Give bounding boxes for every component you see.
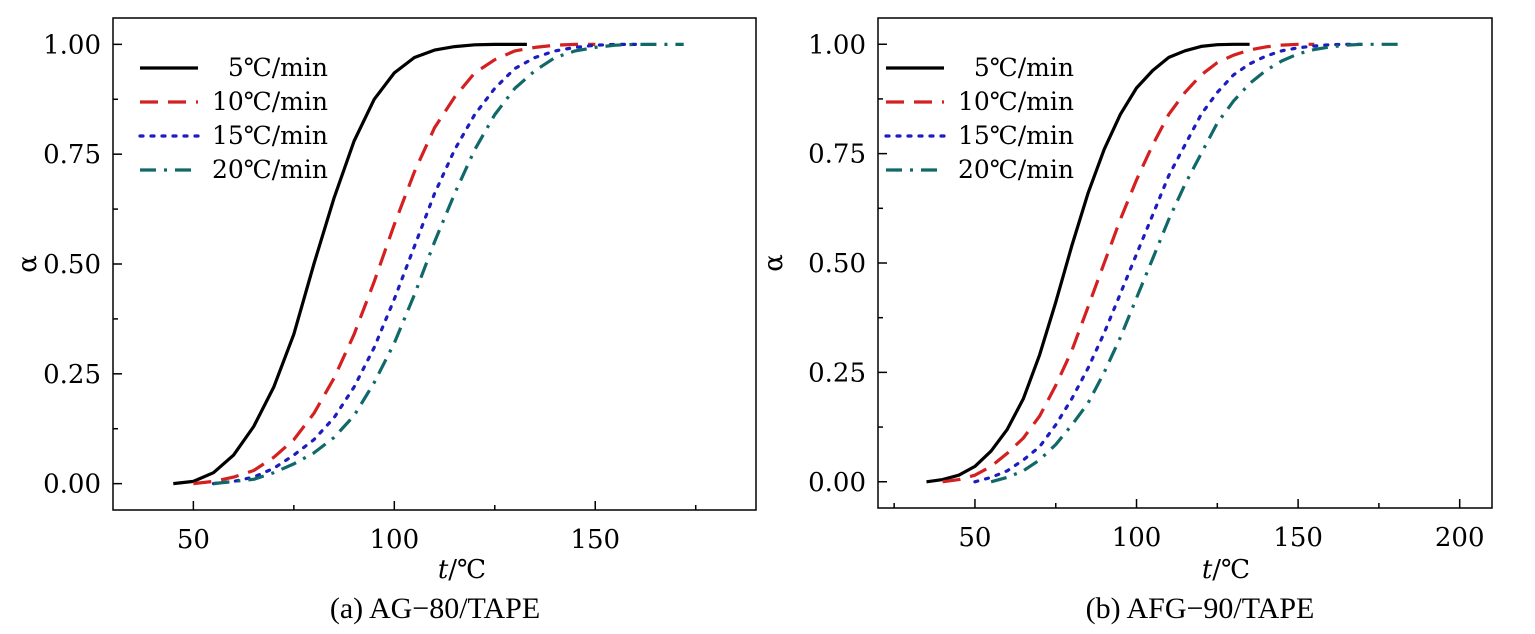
x-axis-label: t/℃ bbox=[1202, 555, 1250, 585]
y-tick-label: 0.50 bbox=[808, 249, 866, 279]
y-tick-label: 0.75 bbox=[43, 140, 101, 170]
series-line-3 bbox=[973, 42, 1365, 484]
chart-a: 50 100 150 0.00 0.25 0.50 0.75 1.00 α t/℃ 5℃/min 10… bbox=[13, 17, 757, 625]
x-tick-label: 150 bbox=[570, 525, 620, 555]
y-tick-label: 0.75 bbox=[808, 140, 866, 170]
chart-b: 50 100 150 200 0.00 0.25 0.50 0.75 1.00 α t/℃ 5℃/mi… bbox=[759, 17, 1493, 625]
series-line-3 bbox=[211, 42, 638, 486]
x-tick-label: 100 bbox=[369, 525, 419, 555]
legend-label: 15℃/min bbox=[958, 121, 1074, 150]
subfigure-caption: (a) AG−80/TAPE bbox=[330, 592, 540, 625]
y-tick-label: 1.00 bbox=[808, 30, 866, 60]
y-tick-label: 0.50 bbox=[43, 250, 101, 280]
x-tick-label: 150 bbox=[1273, 523, 1323, 553]
x-tick-label: 100 bbox=[1112, 523, 1162, 553]
subfigure-caption: (b) AFG−90/TAPE bbox=[1086, 592, 1315, 625]
series-line-1 bbox=[173, 42, 527, 486]
y-axis-label: α bbox=[759, 254, 789, 272]
plot-frame bbox=[112, 17, 757, 511]
series-line-4 bbox=[213, 42, 684, 486]
y-tick-label: 1.00 bbox=[43, 30, 101, 60]
y-tick-label: 0.00 bbox=[43, 470, 101, 500]
legend-label: 5℃/min bbox=[228, 53, 328, 82]
x-tick-label: 200 bbox=[1435, 523, 1485, 553]
series-line-2 bbox=[942, 42, 1315, 484]
series-line-4 bbox=[990, 42, 1405, 484]
series-line-2 bbox=[193, 42, 596, 486]
legend: 5℃/min 10℃/min 15℃/min 20℃/min bbox=[884, 53, 1074, 184]
y-tick-label: 0.00 bbox=[808, 468, 866, 498]
y-tick-label: 0.25 bbox=[43, 360, 101, 390]
y-tick-label: 0.25 bbox=[808, 358, 866, 388]
x-axis-label: t/℃ bbox=[438, 555, 486, 585]
legend: 5℃/min 10℃/min 15℃/min 20℃/min bbox=[138, 53, 328, 184]
legend-label: 20℃/min bbox=[212, 155, 328, 184]
x-tick-label: 50 bbox=[177, 525, 210, 555]
legend-label: 10℃/min bbox=[958, 87, 1074, 116]
y-axis-label: α bbox=[13, 255, 43, 273]
legend-label: 10℃/min bbox=[212, 87, 328, 116]
legend-label: 15℃/min bbox=[212, 121, 328, 150]
legend-label: 5℃/min bbox=[974, 53, 1074, 82]
legend-label: 20℃/min bbox=[958, 155, 1074, 184]
x-tick-label: 50 bbox=[958, 523, 991, 553]
series-line-1 bbox=[926, 42, 1250, 484]
